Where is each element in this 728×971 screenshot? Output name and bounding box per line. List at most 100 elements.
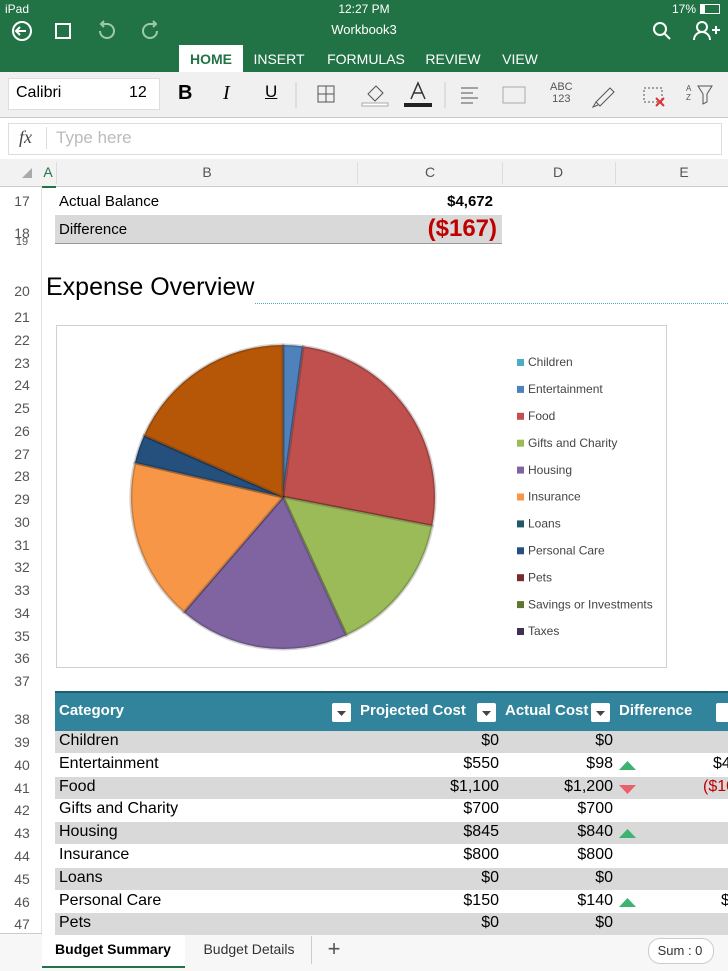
table-cell[interactable]: $0 (481, 732, 499, 749)
row-number[interactable]: 46 (14, 893, 30, 910)
column-header[interactable]: E (679, 164, 689, 180)
formula-bar[interactable] (8, 123, 722, 155)
row-number[interactable]: 23 (14, 354, 30, 371)
row-number[interactable]: 36 (14, 650, 30, 667)
column-header[interactable]: A (43, 164, 53, 180)
sheet-tab[interactable]: Budget Details (203, 941, 295, 957)
ribbon-tab[interactable]: REVIEW (425, 51, 481, 67)
row-number[interactable]: 33 (14, 582, 30, 598)
row-number[interactable]: 24 (14, 377, 30, 394)
redo-button[interactable] (142, 20, 158, 39)
table-cell[interactable]: Housing (59, 823, 118, 841)
row-number[interactable]: 30 (14, 513, 30, 530)
back-button[interactable] (12, 21, 32, 41)
table-cell[interactable]: Loans (59, 868, 103, 886)
align-button[interactable] (461, 87, 478, 104)
format-painter[interactable] (591, 87, 615, 109)
row-number[interactable]: 40 (14, 756, 30, 773)
table-cell[interactable]: $452 (713, 754, 728, 772)
add-sheet[interactable]: + (327, 936, 341, 961)
active-sheet-tab[interactable] (42, 933, 185, 968)
table-cell[interactable]: $1,200 (564, 777, 613, 795)
row-number[interactable]: 18 (14, 225, 30, 241)
table-cell[interactable]: $0 (481, 914, 499, 932)
italic-button[interactable]: I (223, 82, 230, 104)
row-number[interactable]: 37 (14, 673, 30, 689)
filter-button[interactable] (332, 703, 351, 722)
table-cell[interactable]: ($100) (703, 777, 728, 795)
ribbon-tab[interactable]: VIEW (502, 51, 538, 67)
merge-button[interactable] (502, 86, 526, 104)
row-number[interactable]: 34 (14, 604, 30, 621)
table-cell[interactable]: $840 (577, 823, 613, 841)
table-cell[interactable]: $140 (577, 891, 613, 909)
table-cell[interactable]: $800 (577, 846, 613, 863)
ribbon-tab[interactable]: FORMULAS (327, 51, 405, 67)
row-number[interactable]: 27 (14, 445, 30, 462)
table-header-cell[interactable]: Projected Cost (360, 702, 466, 719)
table-cell[interactable]: Personal Care (59, 891, 162, 909)
table-cell[interactable]: $0 (481, 868, 499, 886)
table-cell[interactable]: Pets (59, 914, 92, 932)
ribbon-tab[interactable]: HOME (190, 51, 232, 67)
table-header-cell[interactable]: Actual Cost (505, 702, 589, 719)
row-number[interactable]: 28 (14, 468, 30, 485)
number-format-button[interactable]: ABC 123 (550, 81, 573, 105)
table-cell[interactable]: $1,100 (450, 777, 499, 795)
row-number[interactable]: 22 (14, 331, 30, 348)
row-number[interactable]: 29 (14, 491, 30, 507)
row-number[interactable]: 25 (14, 400, 30, 416)
sheet-tab[interactable]: Budget Summary (55, 941, 171, 957)
table-cell[interactable]: $150 (463, 891, 499, 909)
table-cell[interactable]: $800 (463, 846, 499, 863)
share-button[interactable] (696, 21, 708, 33)
row-number[interactable]: 31 (14, 536, 30, 553)
row-number[interactable]: 21 (14, 309, 30, 325)
table-cell[interactable]: Food (59, 777, 96, 795)
filter-button[interactable] (591, 703, 610, 722)
row-number[interactable]: 20 (14, 283, 30, 299)
bold-button[interactable]: B (178, 82, 193, 104)
table-cell[interactable]: $98 (586, 754, 613, 772)
pie-chart[interactable]: Children Entertainment Food Gifts and Chari… (56, 325, 667, 668)
cell-label[interactable]: Actual Balance (59, 193, 160, 210)
table-cell[interactable]: Children (59, 732, 119, 749)
table-cell[interactable]: $0 (595, 914, 613, 932)
font-color-button[interactable] (410, 81, 426, 100)
ribbon-tab[interactable]: INSERT (253, 51, 305, 67)
table-cell[interactable]: $700 (463, 800, 499, 818)
row-number[interactable]: 44 (14, 848, 30, 864)
table-header-cell[interactable]: Category (59, 702, 125, 719)
table-cell[interactable]: $700 (577, 800, 613, 818)
row-number[interactable]: 42 (14, 802, 30, 819)
row-number[interactable]: 19 (15, 236, 29, 248)
row-number[interactable]: 43 (14, 825, 30, 842)
row-number[interactable]: 47 (14, 916, 30, 933)
column-header[interactable]: D (552, 164, 564, 180)
row-number[interactable]: 26 (14, 422, 30, 439)
table-cell[interactable]: $0 (595, 732, 613, 749)
section-title[interactable]: Expense Overview (46, 273, 255, 301)
filter-button[interactable] (477, 703, 496, 722)
column-header[interactable]: C (424, 164, 436, 180)
row-number[interactable]: 39 (14, 734, 30, 750)
column-header[interactable]: B (202, 164, 212, 180)
fill-button[interactable] (367, 85, 384, 102)
table-cell[interactable]: Entertainment (59, 754, 159, 772)
insert-delete[interactable] (643, 87, 663, 103)
file-button[interactable] (55, 23, 71, 39)
row-number[interactable]: 35 (14, 627, 30, 644)
select-all[interactable] (22, 168, 34, 180)
table-cell[interactable]: $845 (463, 823, 499, 841)
filter-button[interactable] (716, 703, 728, 722)
font-size[interactable]: 12 (129, 84, 147, 101)
cell-label[interactable]: Difference (59, 221, 128, 238)
table-cell[interactable]: Insurance (59, 846, 130, 863)
row-number[interactable]: 17 (14, 193, 30, 209)
row-number[interactable]: 38 (14, 711, 30, 727)
underline-button[interactable]: U (265, 82, 278, 101)
formula-placeholder[interactable]: Type here (56, 128, 132, 147)
row-number[interactable]: 45 (14, 870, 30, 887)
cell-value[interactable]: ($167) (427, 215, 497, 242)
